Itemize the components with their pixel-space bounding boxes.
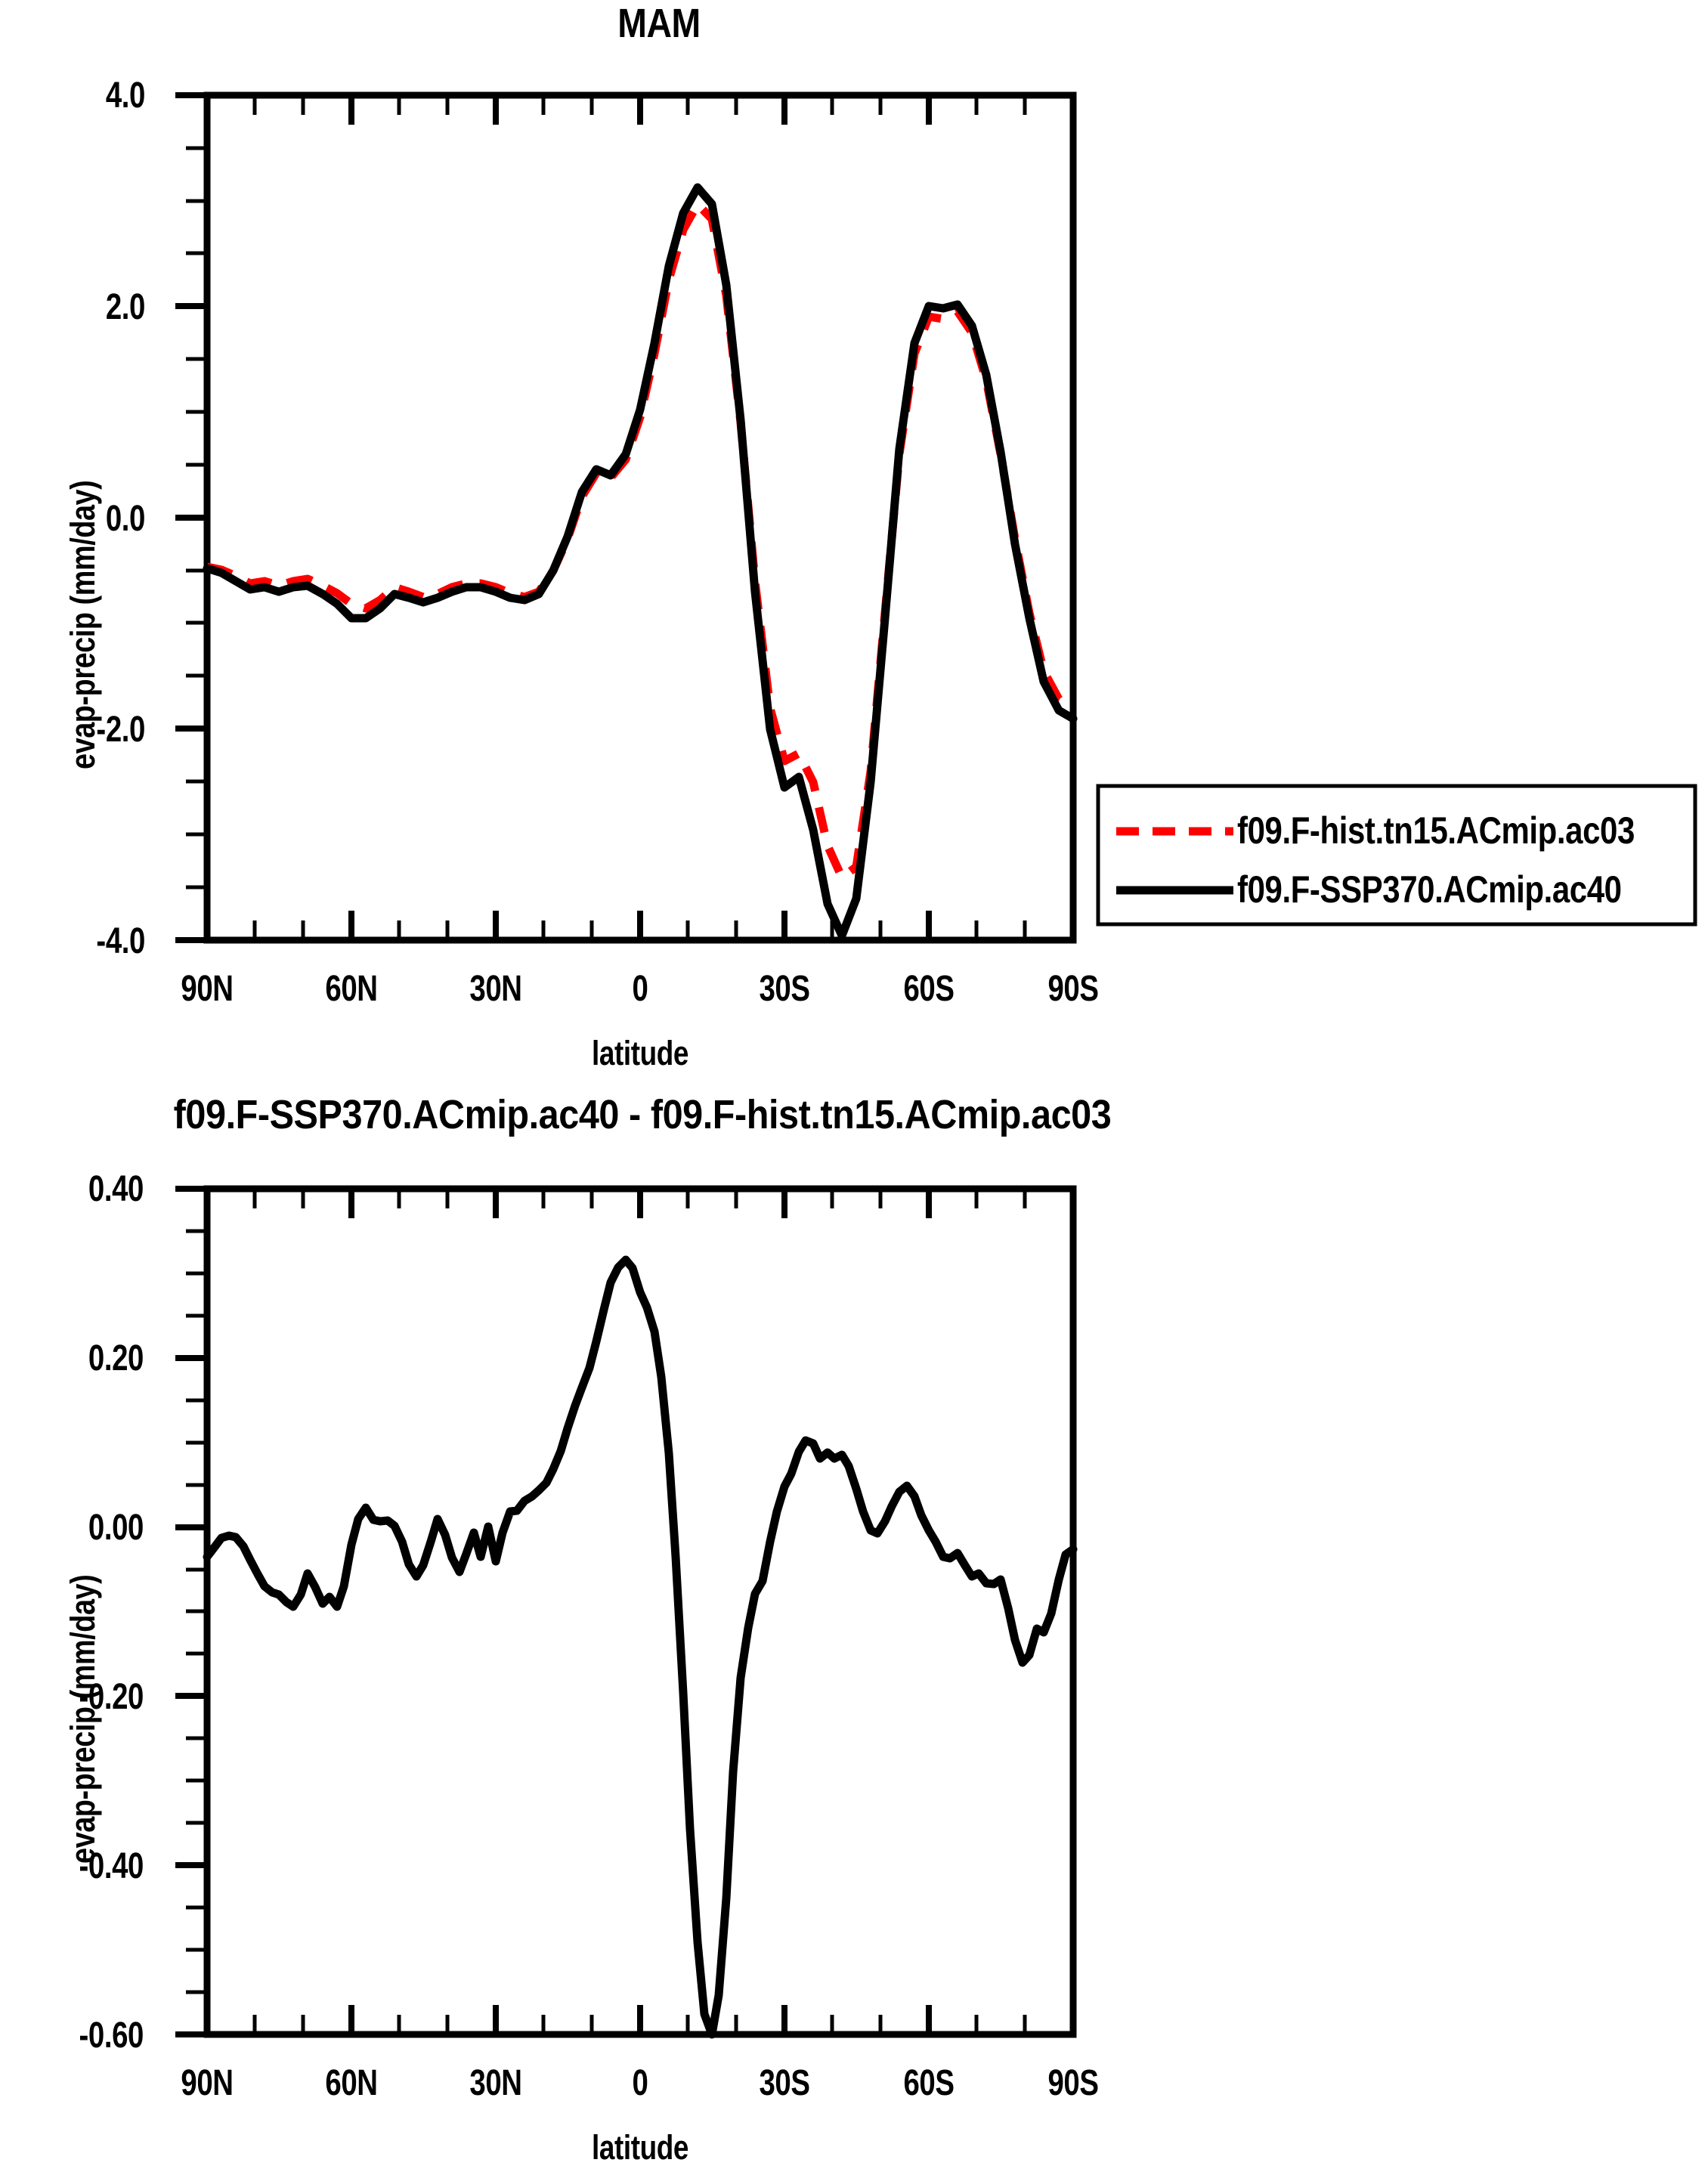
bottom-panel-yticks-minor <box>186 1229 207 1994</box>
top-xtick-label-30S: 30S <box>759 969 810 1009</box>
bottom-ytick-label-4: 0.20 <box>88 1338 144 1378</box>
bottom-panel-xticks-minor <box>252 1189 1027 2034</box>
top-xtick-label-90N: 90N <box>181 969 234 1009</box>
bottom-ytick-label-0: -0.60 <box>79 2016 144 2056</box>
series-line-ssp <box>203 183 1078 940</box>
top-panel-frame <box>203 91 1077 944</box>
top-ytick-label-3: 2.0 <box>105 287 146 327</box>
difference-title: f09.F-SSP370.ACmip.ac40 - f09.F-hist.tn1… <box>173 1092 1112 1137</box>
top-xtick-label-30N: 30N <box>469 969 522 1009</box>
top-xtick-label-90S: 90S <box>1047 969 1099 1009</box>
legend-label-hist[interactable]: f09.F-hist.tn15.ACmip.ac03 <box>1237 809 1635 852</box>
bottom-xtick-label-0: 0 <box>632 2063 648 2103</box>
top-ytick-label-2: 0.0 <box>105 499 146 539</box>
page-title: MAM <box>617 1 701 46</box>
top-xtick-label-60S: 60S <box>903 969 955 1009</box>
legend-box[interactable] <box>1096 784 1697 927</box>
bottom-panel-yticks-major <box>175 1186 207 2037</box>
bottom-ytick-label-5: 0.40 <box>88 1169 144 1209</box>
bottom-xtick-label-30N: 30N <box>469 2063 522 2103</box>
bottom-ytick-label-3: 0.00 <box>88 1508 144 1548</box>
legend-border <box>1096 784 1697 927</box>
top-ytick-label-1: -2.0 <box>96 710 145 750</box>
bottom-xtick-label-90N: 90N <box>181 2063 234 2103</box>
top-panel <box>175 91 1078 944</box>
bottom-ytick-label-2: -0.20 <box>79 1677 144 1717</box>
top-ytick-label-0: -4.0 <box>96 921 145 961</box>
series-line-difference <box>203 1255 1078 2039</box>
bottom-xtick-label-90S: 90S <box>1047 2063 1099 2103</box>
top-panel-yticks-minor <box>186 146 207 889</box>
bottom-xtick-label-60N: 60N <box>325 2063 378 2103</box>
top-panel-yticks-major <box>175 92 207 943</box>
top-panel-ylabel: evap-precip (mm/day) <box>63 480 102 769</box>
legend-label-ssp[interactable]: f09.F-SSP370.ACmip.ac40 <box>1237 868 1622 911</box>
bottom-xtick-label-60S: 60S <box>903 2063 955 2103</box>
top-panel-xticks-major <box>204 95 1076 940</box>
bottom-panel-ylabel: evap-precip (mm/day) <box>63 1574 102 1864</box>
bottom-panel-xlabel: latitude <box>592 2128 688 2167</box>
top-xtick-label-0: 0 <box>632 969 648 1009</box>
top-panel-xlabel: latitude <box>592 1034 688 1072</box>
bottom-ytick-label-1: -0.40 <box>79 1846 144 1886</box>
top-ytick-label-4: 4.0 <box>105 76 146 116</box>
top-xtick-label-60N: 60N <box>325 969 378 1009</box>
top-panel-xticks-minor <box>252 95 1027 940</box>
bottom-panel-xticks-major <box>204 1189 1076 2034</box>
bottom-panel-frame <box>203 1185 1077 2038</box>
bottom-panel <box>175 1185 1078 2039</box>
bottom-xtick-label-30S: 30S <box>759 2063 810 2103</box>
